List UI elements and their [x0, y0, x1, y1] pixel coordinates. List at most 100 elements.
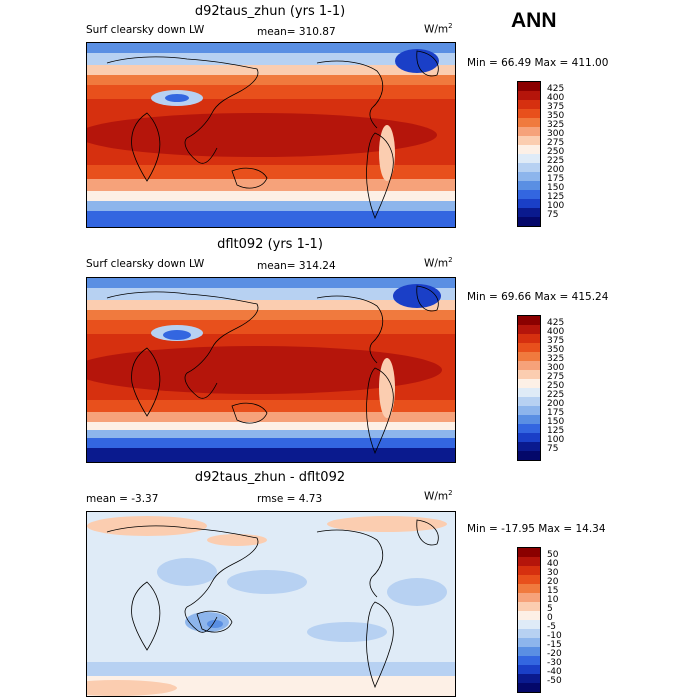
colorbar-cell: [518, 557, 540, 566]
panel1-colorbar: [517, 81, 541, 227]
colorbar-cell: [518, 379, 540, 388]
panel3-title: d92taus_zhun - dflt092: [194, 470, 346, 485]
colorbar-tick-label: 300: [547, 363, 565, 373]
panel2-title: dflt092 (yrs 1-1): [217, 237, 323, 252]
colorbar-tick-label: 100: [547, 435, 565, 445]
colorbar-cell: [518, 100, 540, 109]
colorbar-tick-label: 20: [547, 577, 559, 587]
colorbar-cell: [518, 665, 540, 674]
panel3-mean: mean = -3.37: [86, 493, 159, 505]
colorbar-cell: [518, 424, 540, 433]
colorbar-tick-label: 175: [547, 408, 565, 418]
colorbar-cell: [518, 118, 540, 127]
colorbar-cell: [518, 406, 540, 415]
panel1-map-field: [87, 43, 455, 227]
colorbar-tick-label: 30: [547, 568, 559, 578]
colorbar-tick-label: 325: [547, 120, 565, 130]
colorbar-tick-label: 400: [547, 93, 565, 103]
colorbar-tick-label: -30: [547, 658, 562, 668]
panel2-units: W/m2: [424, 256, 453, 270]
panel3-minmax: Min = -17.95 Max = 14.34: [467, 523, 606, 535]
colorbar-cell: [518, 316, 540, 325]
colorbar-cell: [518, 154, 540, 163]
colorbar-cell: [518, 181, 540, 190]
colorbar-tick-label: 275: [547, 138, 565, 148]
colorbar-cell: [518, 361, 540, 370]
colorbar-cell: [518, 343, 540, 352]
colorbar-cell: [518, 656, 540, 665]
colorbar-cell: [518, 674, 540, 683]
colorbar-cell: [518, 442, 540, 451]
colorbar-cell: [518, 352, 540, 361]
colorbar-tick-label: 200: [547, 165, 565, 175]
panel3-rmse: rmse = 4.73: [257, 493, 323, 505]
colorbar-cell: [518, 602, 540, 611]
colorbar-cell: [518, 82, 540, 91]
colorbar-tick-label: 250: [547, 381, 565, 391]
colorbar-cell: [518, 163, 540, 172]
colorbar-cell: [518, 451, 540, 460]
colorbar-cell: [518, 647, 540, 656]
panel1-title: d92taus_zhun (yrs 1-1): [194, 4, 346, 19]
colorbar-tick-label: 300: [547, 129, 565, 139]
panel2-mean: mean= 314.24: [257, 260, 336, 272]
colorbar-tick-label: 425: [547, 318, 565, 328]
colorbar-cell: [518, 190, 540, 199]
colorbar-cell: [518, 334, 540, 343]
colorbar-tick-label: 250: [547, 147, 565, 157]
colorbar-tick-label: -15: [547, 640, 562, 650]
colorbar-tick-label: 200: [547, 399, 565, 409]
panel3-units: W/m2: [424, 489, 453, 503]
colorbar-tick-label: 75: [547, 444, 559, 454]
colorbar-cell: [518, 145, 540, 154]
panel2-colorbar: [517, 315, 541, 461]
colorbar-tick-label: -50: [547, 676, 562, 686]
panel2-map-field: [87, 278, 455, 462]
panel1-minmax: Min = 66.49 Max = 411.00: [467, 57, 609, 69]
season-label: ANN: [511, 9, 557, 32]
colorbar-tick-label: 325: [547, 354, 565, 364]
colorbar-tick-label: 50: [547, 550, 559, 560]
panel3-map-field: [87, 512, 455, 696]
panel1-units: W/m2: [424, 22, 453, 36]
colorbar-tick-label: 225: [547, 156, 565, 166]
colorbar-cell: [518, 548, 540, 557]
colorbar-cell: [518, 325, 540, 334]
colorbar-tick-label: 125: [547, 192, 565, 202]
colorbar-cell: [518, 566, 540, 575]
panel3-colorbar: [517, 547, 541, 693]
colorbar-tick-label: 275: [547, 372, 565, 382]
colorbar-tick-label: 15: [547, 586, 559, 596]
colorbar-tick-label: -40: [547, 667, 562, 677]
colorbar-tick-label: -5: [547, 622, 556, 632]
colorbar-cell: [518, 217, 540, 226]
colorbar-cell: [518, 91, 540, 100]
colorbar-tick-label: 100: [547, 201, 565, 211]
panel3-map: [86, 511, 456, 697]
colorbar-tick-label: -20: [547, 649, 562, 659]
colorbar-tick-label: 5: [547, 604, 553, 614]
colorbar-tick-label: 350: [547, 111, 565, 121]
colorbar-tick-label: 75: [547, 210, 559, 220]
colorbar-tick-label: 125: [547, 426, 565, 436]
colorbar-tick-label: 150: [547, 417, 565, 427]
colorbar-cell: [518, 611, 540, 620]
colorbar-tick-label: 40: [547, 559, 559, 569]
colorbar-cell: [518, 629, 540, 638]
panel1-map: [86, 42, 456, 228]
colorbar-cell: [518, 388, 540, 397]
panel2-minmax: Min = 69.66 Max = 415.24: [467, 291, 609, 303]
colorbar-cell: [518, 127, 540, 136]
panel2-map: [86, 277, 456, 463]
colorbar-tick-label: 375: [547, 102, 565, 112]
colorbar-tick-label: 375: [547, 336, 565, 346]
colorbar-cell: [518, 593, 540, 602]
colorbar-tick-label: 175: [547, 174, 565, 184]
colorbar-cell: [518, 433, 540, 442]
panel1-variable-label: Surf clearsky down LW: [86, 24, 205, 36]
colorbar-cell: [518, 683, 540, 692]
colorbar-cell: [518, 109, 540, 118]
colorbar-cell: [518, 172, 540, 181]
colorbar-tick-label: 150: [547, 183, 565, 193]
colorbar-cell: [518, 199, 540, 208]
